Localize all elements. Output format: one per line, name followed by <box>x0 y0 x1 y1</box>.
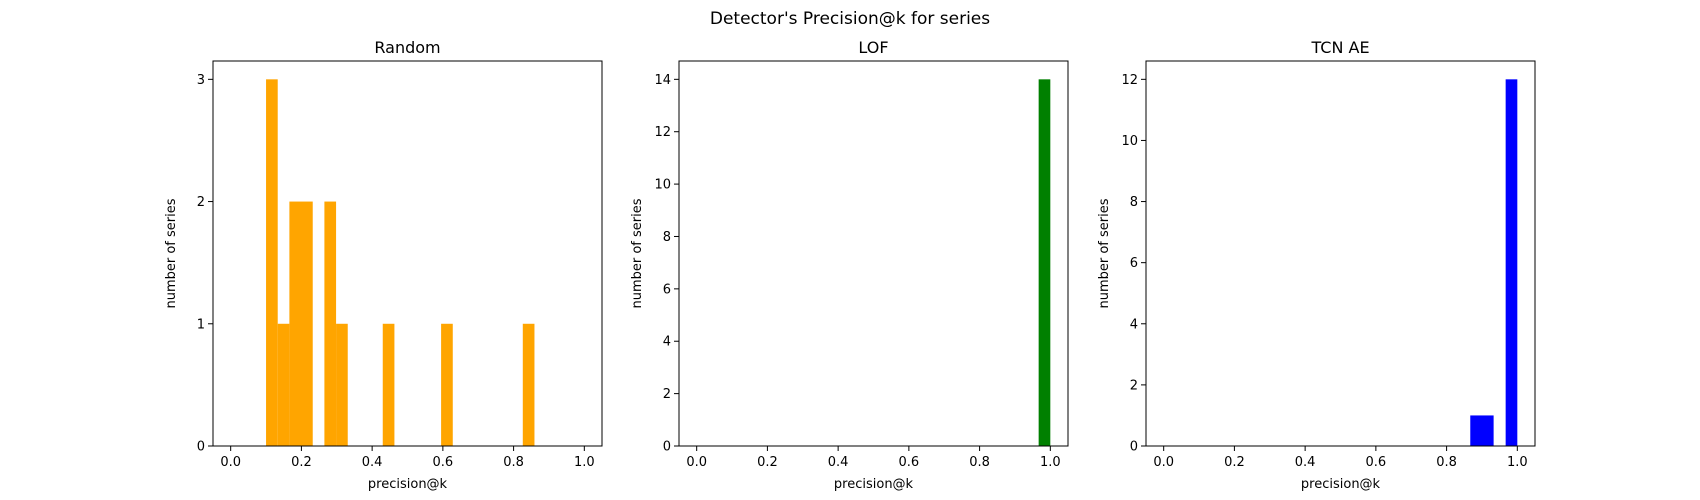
subplot-title: LOF <box>858 38 888 57</box>
histogram-bar <box>1470 415 1494 446</box>
y-tick-label: 12 <box>654 125 671 140</box>
histogram-bar <box>382 323 395 446</box>
x-tick-label: 0.8 <box>969 455 990 470</box>
histogram-bar <box>441 323 453 446</box>
y-tick-label: 10 <box>654 178 671 193</box>
y-tick-label: 2 <box>1130 378 1138 393</box>
histogram-bar <box>289 201 313 446</box>
y-tick-label: 6 <box>663 282 671 297</box>
y-tick-label: 8 <box>663 230 671 245</box>
x-tick-label: 1.0 <box>1040 455 1061 470</box>
x-tick-label: 0.6 <box>433 455 454 470</box>
histogram-bar <box>266 79 278 446</box>
histogram-bar <box>336 323 348 446</box>
subplot-2: 0.0 0.2 0.4 0.6 0.8 1.0 0 2 4 6 8 10 12 14 LOF precisio… <box>630 38 1069 492</box>
y-tick-label: 8 <box>1130 195 1138 210</box>
subplot-title: TCN AE <box>1310 38 1369 57</box>
x-axis-label: precision@k <box>834 477 914 492</box>
subplot-1: 0.0 0.2 0.4 0.6 0.8 1.0 0 1 2 3 Random precision@k n… <box>164 38 603 492</box>
x-axis-label: precision@k <box>368 477 448 492</box>
histogram-bar <box>522 323 535 446</box>
histogram-bar <box>1505 79 1518 446</box>
y-tick-label: 0 <box>197 440 205 455</box>
y-tick-label: 14 <box>654 73 671 88</box>
histogram-bar <box>324 201 337 446</box>
axes-frame <box>678 60 1069 447</box>
x-tick-label: 0.8 <box>503 455 524 470</box>
y-axis-label: number of series <box>164 198 179 308</box>
y-tick-label: 4 <box>1130 317 1138 332</box>
subplot-3: 0.0 0.2 0.4 0.6 0.8 1.0 0 2 4 6 8 10 12 TCN AE precisi… <box>1097 38 1536 492</box>
axes-frame <box>1145 60 1536 447</box>
subplot-title: Random <box>374 38 440 57</box>
histogram-bar <box>277 323 290 446</box>
x-tick-label: 0.0 <box>686 455 707 470</box>
x-tick-label: 1.0 <box>574 455 595 470</box>
x-tick-label: 0.4 <box>362 455 383 470</box>
x-tick-label: 0.0 <box>1153 455 1174 470</box>
y-tick-label: 3 <box>197 73 205 88</box>
histogram-bar <box>1038 79 1051 446</box>
y-tick-label: 4 <box>663 335 671 350</box>
x-tick-label: 0.2 <box>1224 455 1245 470</box>
figure-title: Detector's Precision@k for series <box>710 9 990 29</box>
x-tick-label: 1.0 <box>1507 455 1528 470</box>
y-axis-label: number of series <box>1097 198 1112 308</box>
x-tick-label: 0.4 <box>1295 455 1316 470</box>
y-tick-label: 2 <box>197 195 205 210</box>
y-tick-label: 1 <box>197 317 205 332</box>
x-tick-label: 0.2 <box>291 455 312 470</box>
y-tick-label: 0 <box>663 440 671 455</box>
x-tick-label: 0.8 <box>1436 455 1457 470</box>
y-tick-label: 0 <box>1130 440 1138 455</box>
x-tick-label: 0.6 <box>1366 455 1387 470</box>
y-tick-label: 6 <box>1130 256 1138 271</box>
y-tick-label: 2 <box>663 387 671 402</box>
x-tick-label: 0.6 <box>899 455 920 470</box>
y-axis-label: number of series <box>630 198 645 308</box>
x-axis-label: precision@k <box>1301 477 1381 492</box>
x-tick-label: 0.2 <box>757 455 778 470</box>
y-tick-label: 10 <box>1121 134 1138 149</box>
y-tick-label: 12 <box>1121 73 1138 88</box>
x-tick-label: 0.4 <box>828 455 849 470</box>
axes-frame <box>212 60 603 447</box>
x-tick-label: 0.0 <box>220 455 241 470</box>
